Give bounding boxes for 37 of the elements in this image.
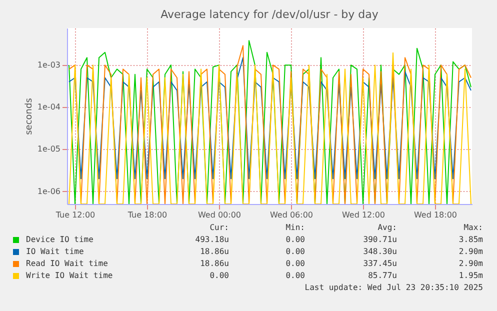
legend-label: Read IO Wait time — [26, 259, 108, 268]
text: 0.00 — [286, 259, 306, 268]
x-tick-label: Wed 00:00 — [198, 210, 242, 220]
legend-label: Write IO Wait time — [26, 271, 113, 280]
y-tick-label: 1e-05 — [37, 144, 60, 154]
y-tick-label: 1e-03 — [37, 60, 60, 70]
text: 0.00 — [286, 235, 306, 244]
text: 0.00 — [210, 271, 230, 280]
text: 0.00 — [286, 271, 306, 280]
text: 1.95m — [458, 271, 484, 280]
text: 18.86u — [200, 259, 230, 268]
legend-label: Device IO time — [26, 235, 94, 244]
text: Cur: — [210, 223, 229, 232]
text: 348.30u — [363, 247, 398, 256]
y-axis-title: seconds — [24, 98, 34, 135]
x-tick-label: Tue 18:00 — [126, 210, 168, 220]
text: 0.00 — [286, 247, 306, 256]
legend-label: IO Wait time — [26, 247, 84, 256]
x-tick-label: Wed 12:00 — [342, 210, 386, 220]
text: Min: — [286, 223, 305, 232]
y-tick-label: 1e-06 — [37, 186, 60, 196]
text: 3.85m — [458, 235, 484, 244]
text: Last update: Wed Jul 23 20:35:10 2025 — [304, 283, 484, 292]
x-tick-label: Wed 18:00 — [414, 210, 458, 220]
text: 337.45u — [363, 259, 398, 268]
text: 2.90m — [458, 247, 484, 256]
text: 18.86u — [200, 247, 230, 256]
text: 390.71u — [363, 235, 398, 244]
chart-title: Average latency for /dev/ol/usr - by day — [160, 8, 379, 21]
text: 493.18u — [195, 235, 230, 244]
x-tick-label: Wed 06:00 — [270, 210, 314, 220]
text: Max: — [464, 223, 483, 232]
x-tick-label: Tue 12:00 — [54, 210, 96, 220]
text: 2.90m — [458, 259, 484, 268]
text: Avg: — [378, 223, 397, 232]
text: 85.77u — [368, 271, 398, 280]
y-tick-label: 1e-04 — [37, 102, 60, 112]
